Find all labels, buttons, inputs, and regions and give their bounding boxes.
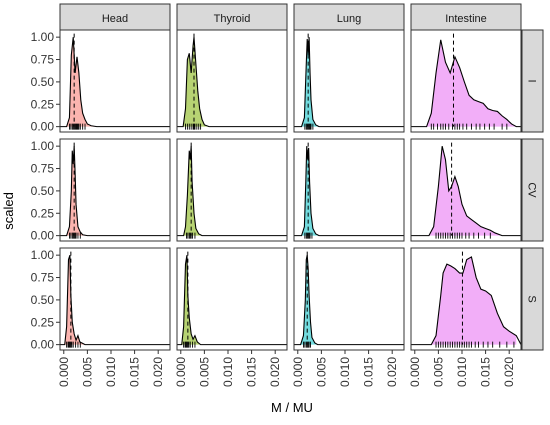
- panel-lung-i: [294, 33, 404, 130]
- x-tick-label: 0.005: [431, 357, 445, 387]
- x-tick-label: 0.020: [502, 357, 516, 387]
- y-tick-label: 0.25: [31, 206, 55, 220]
- x-axis-label: M / MU: [271, 400, 313, 415]
- x-tick-label: 0.000: [291, 357, 305, 387]
- y-axis-label: scaled: [1, 192, 16, 230]
- facet-strip-head: [59, 3, 171, 31]
- panel-head-s: [60, 251, 170, 348]
- facet-strip-label-thyroid: Thyroid: [214, 13, 251, 25]
- density-line-head-i: [60, 37, 170, 128]
- x-tick-label: 0.010: [455, 357, 469, 387]
- density-line-head-s: [60, 254, 170, 346]
- x-tick-label: 0.000: [57, 357, 71, 387]
- facet-strip-thyroid: [176, 3, 288, 31]
- facet-strip-label-cv: CV: [526, 182, 538, 198]
- density-line-intestine-s: [411, 256, 521, 346]
- y-tick-label: 0.00: [31, 338, 55, 352]
- y-tick-label: 1.00: [31, 248, 55, 262]
- panel-intestine-s: [411, 251, 521, 348]
- facet-strip-label-head: Head: [102, 13, 128, 25]
- panel-thyroid-cv: [177, 142, 287, 239]
- density-area-intestine-i: [426, 39, 517, 127]
- panel-border-head-i: [59, 29, 171, 133]
- x-tick-label: 0.015: [362, 357, 376, 387]
- y-tick-label: 1.00: [31, 139, 55, 153]
- y-tick-label: 0.75: [31, 162, 55, 176]
- panel-layer: Head Thyroid Lung Intestine I CV S 0.00 0.25 0.50…: [31, 3, 544, 387]
- y-tick-label: 0.00: [31, 120, 55, 134]
- x-tick-label: 0.020: [151, 357, 165, 387]
- density-line-intestine-cv: [411, 146, 521, 237]
- panel-border-thyroid-i: [176, 29, 288, 133]
- x-tick-label: 0.015: [245, 357, 259, 387]
- panel-thyroid-s: [177, 251, 287, 348]
- x-tick-label: 0.005: [80, 357, 94, 387]
- panel-border-thyroid-s: [176, 247, 288, 351]
- panel-border-intestine-i: [410, 29, 522, 133]
- facet-strip-label-i: I: [526, 79, 538, 82]
- x-tick-label: 0.020: [268, 357, 282, 387]
- density-line-thyroid-s: [177, 255, 287, 346]
- x-tick-label: 0.000: [408, 357, 422, 387]
- x-tick-label: 0.015: [128, 357, 142, 387]
- x-tick-label: 0.015: [479, 357, 493, 387]
- panel-border-lung-cv: [293, 138, 405, 242]
- panel-border-intestine-cv: [410, 138, 522, 242]
- x-tick-label: 0.010: [338, 357, 352, 387]
- y-tick-label: 1.00: [31, 30, 55, 44]
- density-line-lung-i: [294, 37, 404, 128]
- facet-strip-s: [521, 247, 544, 351]
- y-tick-label: 0.50: [31, 75, 55, 89]
- y-tick-label: 0.50: [31, 184, 55, 198]
- density-area-thyroid-cv: [183, 146, 203, 236]
- density-area-head-cv: [66, 146, 88, 236]
- density-line-intestine-i: [411, 39, 521, 128]
- x-tick-label: 0.020: [385, 357, 399, 387]
- panel-intestine-cv: [411, 142, 521, 239]
- x-tick-label: 0.005: [314, 357, 328, 387]
- x-tick-label: 0.005: [197, 357, 211, 387]
- panel-thyroid-i: [177, 33, 287, 130]
- panel-border-thyroid-cv: [176, 138, 288, 242]
- panel-border-head-cv: [59, 138, 171, 242]
- facet-strip-label-intestine: Intestine: [445, 13, 487, 25]
- y-tick-label: 0.00: [31, 229, 55, 243]
- y-tick-label: 0.25: [31, 315, 55, 329]
- x-tick-label: 0.010: [221, 357, 235, 387]
- density-area-head-s: [64, 255, 86, 345]
- facet-strip-intestine: [410, 3, 522, 31]
- y-tick-label: 0.75: [31, 271, 55, 285]
- x-tick-label: 0.000: [174, 357, 188, 387]
- density-line-lung-cv: [294, 146, 404, 237]
- density-area-thyroid-s: [181, 255, 201, 345]
- panel-border-intestine-s: [410, 247, 522, 351]
- panel-lung-cv: [294, 142, 404, 239]
- density-area-intestine-s: [431, 256, 517, 345]
- panel-border-head-s: [59, 247, 171, 351]
- density-area-head-i: [66, 37, 97, 127]
- panel-intestine-i: [411, 33, 521, 130]
- facet-strip-label-lung: Lung: [337, 13, 361, 25]
- density-line-lung-s: [294, 255, 404, 346]
- facet-strip-i: [521, 29, 544, 133]
- x-tick-label: 0.010: [104, 357, 118, 387]
- facet-strip-cv: [521, 138, 544, 242]
- facet-strip-label-s: S: [526, 295, 538, 302]
- density-area-intestine-cv: [428, 146, 503, 236]
- panel-border-lung-s: [293, 247, 405, 351]
- density-area-lung-cv: [301, 146, 320, 236]
- panel-border-lung-i: [293, 29, 405, 133]
- y-tick-label: 0.50: [31, 293, 55, 307]
- panel-head-i: [60, 33, 170, 130]
- panel-lung-s: [294, 251, 404, 348]
- y-tick-label: 0.75: [31, 53, 55, 67]
- y-tick-label: 0.25: [31, 97, 55, 111]
- panel-head-cv: [60, 142, 170, 239]
